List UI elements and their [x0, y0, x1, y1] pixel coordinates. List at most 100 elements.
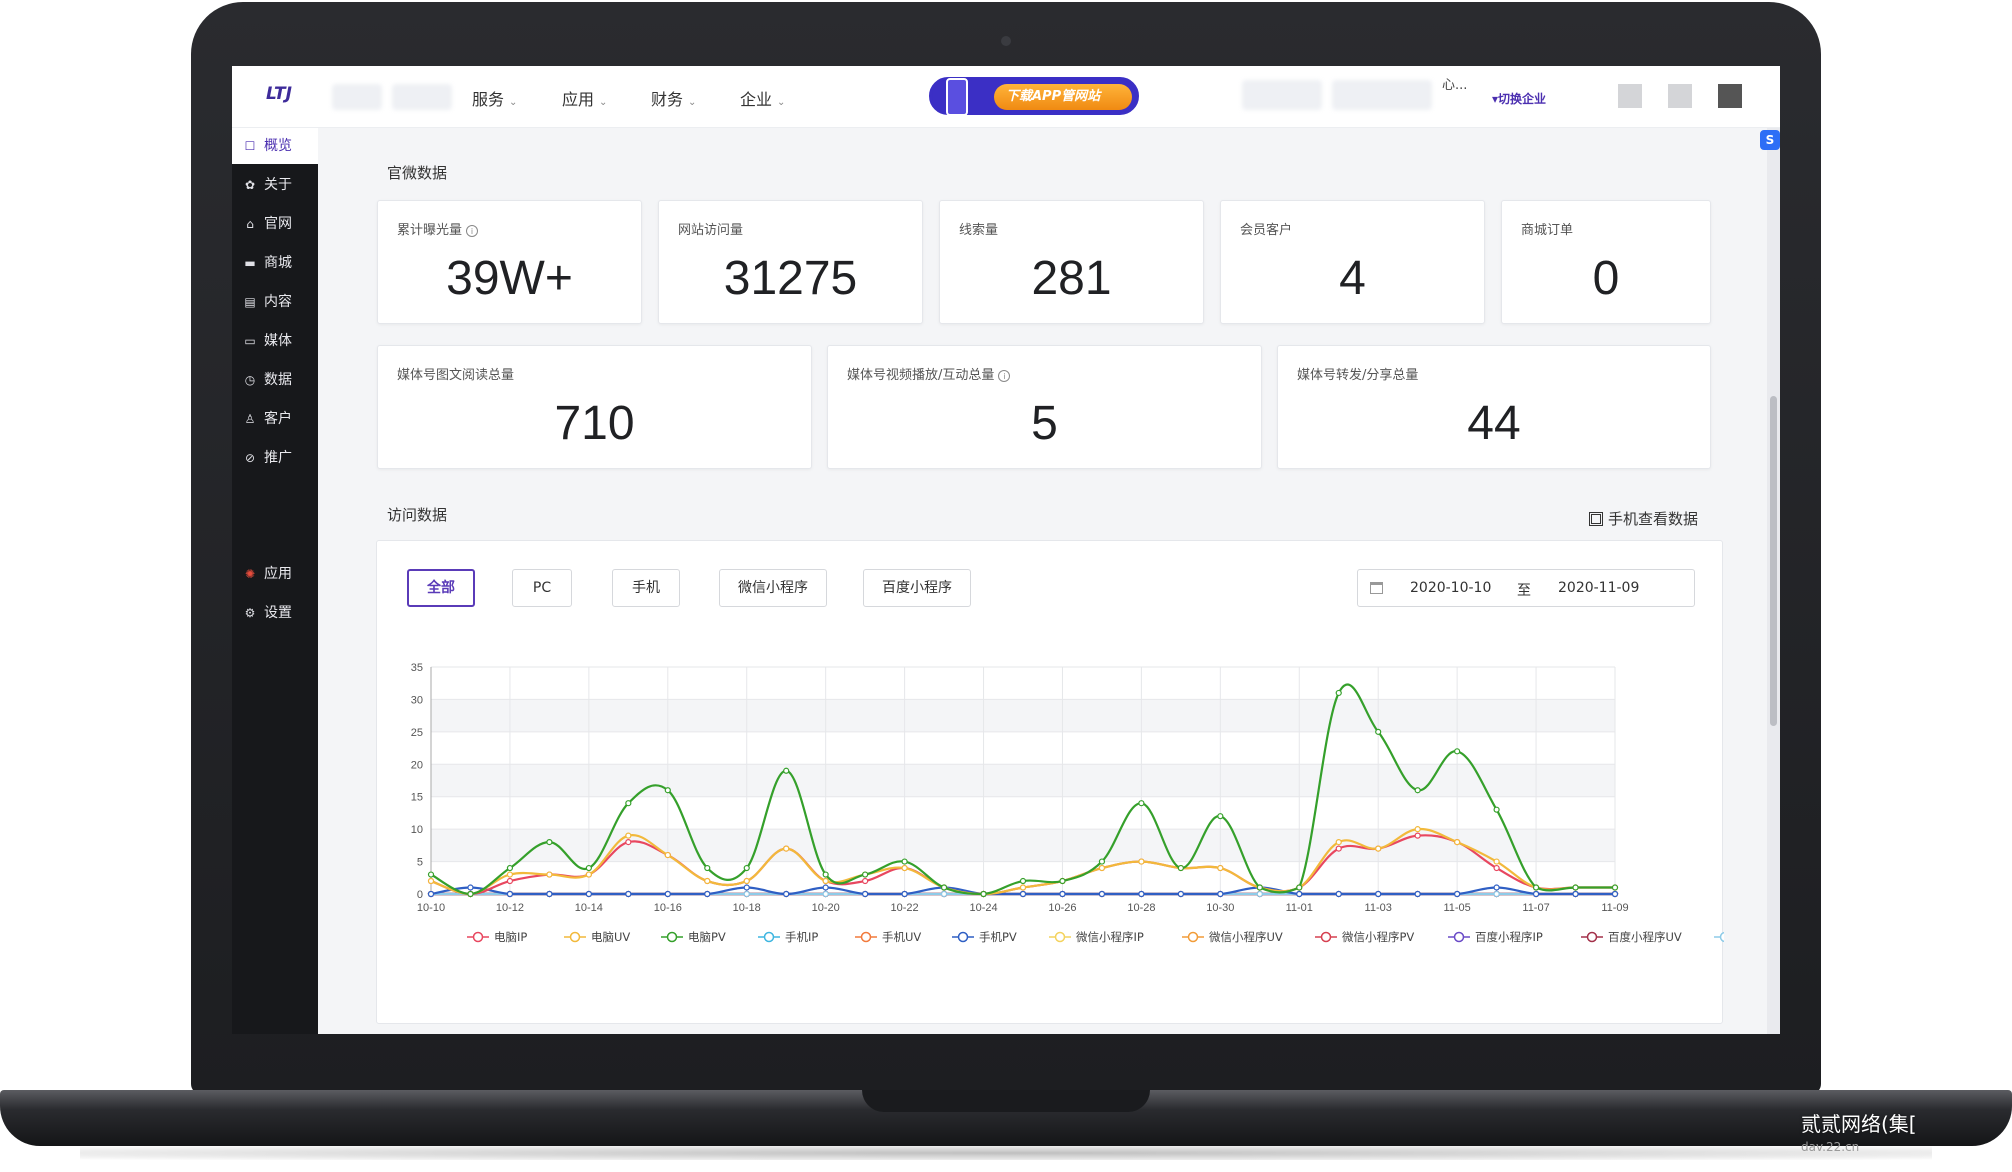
legend-label: 电脑UV: [591, 930, 630, 944]
data-point: [1532, 884, 1540, 891]
data-point: [822, 884, 829, 891]
filter-mobile[interactable]: 手机: [612, 569, 680, 607]
home-icon: ⌂: [246, 217, 254, 231]
legend-marker: [472, 931, 484, 943]
date-range-picker[interactable]: 2020-10-10 至 2020-11-09: [1357, 569, 1695, 607]
x-tick-label: 10-16: [654, 902, 682, 914]
nav-enterprise[interactable]: 企业 ⌄: [740, 90, 786, 109]
gear-icon: ✿: [244, 178, 256, 192]
screen: LTJ 服务 ⌄ 应用 ⌄ 财务 ⌄ 企业 ⌄ 下载APP管网站 心... ▾切换企业 …: [232, 66, 1780, 1034]
data-point: [743, 884, 750, 891]
nav-services[interactable]: 服务 ⌄: [472, 90, 518, 109]
sidebar-item-about[interactable]: ✿ 关于: [232, 167, 318, 203]
data-point: [704, 864, 711, 872]
chevron-down-icon: ⌄: [777, 97, 786, 108]
sidebar-item-media[interactable]: ▭ 媒体: [232, 323, 318, 359]
data-point: [1059, 890, 1066, 898]
user-name[interactable]: 心...: [1442, 78, 1468, 93]
x-tick-label: 11-07: [1522, 902, 1549, 914]
data-point: [585, 864, 592, 872]
filter-all[interactable]: 全部: [407, 569, 475, 607]
floating-helper-button[interactable]: S: [1760, 130, 1780, 150]
legend-marker: [569, 931, 581, 943]
data-point: [1454, 890, 1461, 898]
x-tick-label: 10-26: [1048, 902, 1076, 914]
stat-label: 媒体号转发/分享总量: [1297, 368, 1419, 383]
info-icon[interactable]: i: [998, 369, 1011, 382]
data-point: [1296, 890, 1303, 898]
legend-marker: [1586, 931, 1598, 943]
stat-card-video-plays: 媒体号视频播放/互动总量 i 5: [827, 345, 1262, 469]
sidebar-item-shop[interactable]: ▬ 商城: [232, 245, 318, 281]
data-point: [585, 871, 592, 878]
avatar[interactable]: [1718, 84, 1742, 108]
legend-label: 电脑PV: [688, 930, 726, 944]
filter-pc[interactable]: PC: [512, 569, 572, 607]
data-point: [625, 832, 632, 839]
data-point: [940, 884, 948, 891]
filter-baidu-miniprogram[interactable]: 百度小程序: [863, 569, 971, 607]
stat-label: 商城订单: [1521, 223, 1574, 238]
sidebar-item-content[interactable]: ▤ 内容: [232, 284, 318, 320]
legend-marker: [1320, 931, 1332, 943]
sidebar-item-customers[interactable]: ♙ 客户: [232, 401, 318, 437]
legend-label: 微信小程序IP: [1076, 930, 1144, 944]
data-point: [1217, 813, 1224, 820]
stat-value: 39W+: [446, 252, 573, 305]
filter-wechat-miniprogram[interactable]: 微信小程序: [719, 569, 827, 607]
data-point: [1493, 806, 1500, 813]
chevron-down-icon: ⌄: [688, 97, 697, 108]
x-tick-label: 10-22: [891, 902, 919, 914]
date-to[interactable]: 2020-11-09: [1558, 580, 1640, 596]
scrollbar-thumb[interactable]: [1770, 396, 1777, 726]
stat-value: 31275: [723, 252, 858, 305]
toolbar-icon[interactable]: [1668, 84, 1692, 108]
x-tick-label: 10-24: [969, 902, 997, 914]
settings-icon: ⚙: [244, 606, 256, 620]
data-point: [901, 890, 908, 898]
date-from[interactable]: 2020-10-10: [1410, 580, 1492, 596]
blurred-region: [1332, 80, 1432, 110]
data-point: [1375, 890, 1382, 898]
x-tick-label: 10-12: [496, 902, 524, 914]
legend-marker: [763, 931, 775, 943]
data-point: [1138, 858, 1145, 865]
data-point: [546, 890, 553, 898]
data-point: [743, 890, 750, 898]
stat-label: 线索量: [959, 223, 999, 238]
data-point: [1335, 839, 1342, 846]
sidebar-item-apps[interactable]: ✺ 应用: [232, 556, 318, 592]
nav-finance[interactable]: 财务 ⌄: [651, 90, 697, 109]
data-point: [743, 877, 750, 885]
legend-marker: [1719, 931, 1724, 943]
stat-card-leads: 线索量 281: [939, 200, 1204, 324]
sidebar-item-website[interactable]: ⌂ 官网: [232, 206, 318, 242]
legend-marker: [1054, 931, 1066, 943]
sidebar-item-settings[interactable]: ⚙ 设置: [232, 595, 318, 631]
x-tick-label: 11-01: [1286, 902, 1313, 914]
toolbar-icon[interactable]: [1618, 84, 1642, 108]
info-icon[interactable]: i: [466, 224, 479, 237]
visit-chart-card: 全部 PC 手机 微信小程序 百度小程序 2020-10-10 至 2020-1…: [376, 540, 1724, 1024]
sidebar-item-promotion[interactable]: ⊘ 推广: [232, 440, 318, 476]
data-point: [1335, 890, 1342, 898]
data-point: [467, 884, 474, 891]
nav-apps[interactable]: 应用 ⌄: [562, 90, 608, 109]
data-point: [783, 767, 790, 774]
logo[interactable]: LTJ: [266, 84, 292, 104]
data-point: [625, 800, 632, 807]
mobile-view-data-link[interactable]: 手机查看数据: [1589, 508, 1698, 529]
switch-enterprise-link[interactable]: ▾切换企业: [1492, 92, 1547, 106]
data-point: [625, 839, 632, 846]
download-app-banner[interactable]: 下载APP管网站: [929, 77, 1139, 116]
top-bar: LTJ 服务 ⌄ 应用 ⌄ 财务 ⌄ 企业 ⌄ 下载APP管网站 心... ▾切换企业: [232, 66, 1780, 128]
data-point: [1611, 884, 1619, 891]
legend-label: 百度小程序UV: [1608, 930, 1682, 944]
sidebar-item-overview[interactable]: ☐ 概览: [232, 128, 318, 164]
data-point: [1177, 890, 1184, 898]
visit-line-chart: 0 5 10 15 20 25 30 35 10-10 10-12 10-14 10-16 10-18 1…: [411, 662, 1724, 944]
sidebar-item-data[interactable]: ◷ 数据: [232, 362, 318, 398]
data-point: [1019, 884, 1027, 891]
data-point: [546, 871, 553, 878]
paperclip-icon: ⊘: [244, 451, 256, 465]
